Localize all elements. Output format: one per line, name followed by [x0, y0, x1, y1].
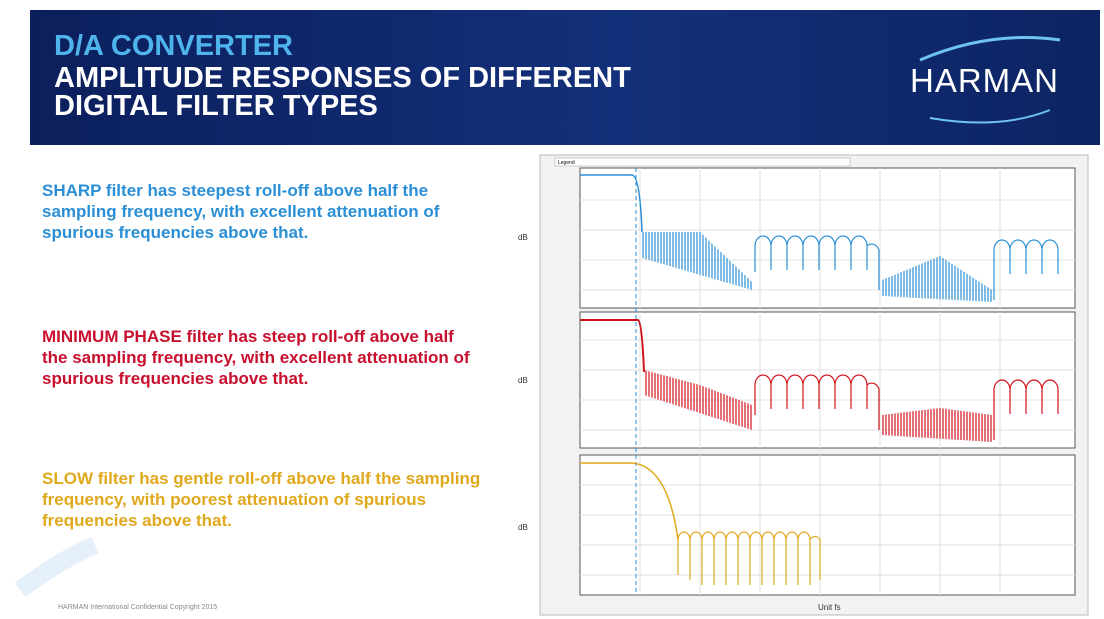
header-bar [30, 10, 1100, 145]
legend-title: Legend [558, 160, 575, 166]
paragraph: SLOW filter has gentle roll-off above ha… [42, 469, 481, 530]
footer: HARMAN International Confidential Copyri… [58, 604, 218, 611]
logo-arc [919, 36, 1061, 62]
curve [993, 239, 1059, 300]
panel [579, 167, 1076, 309]
y-axis-label: dB [518, 376, 528, 385]
logo: HARMAN [910, 62, 1060, 99]
curve [580, 174, 643, 233]
y-axis-label: dB [518, 233, 528, 242]
grid [580, 168, 1075, 595]
curve [882, 256, 992, 302]
paragraph: SHARP filter has steepest roll-off above… [42, 181, 440, 242]
logo-arc [929, 109, 1051, 124]
y-axis-label: dB [518, 523, 528, 532]
curve [677, 531, 821, 585]
curve [754, 374, 880, 430]
curve [580, 319, 645, 373]
curve [754, 235, 880, 290]
curve [993, 379, 1059, 440]
panels [579, 167, 1076, 596]
title: AMPLITUDE RESPONSES OF DIFFERENT DIGITAL … [54, 62, 834, 122]
legend [554, 157, 851, 167]
panel [579, 454, 1076, 596]
title-line: DIGITAL FILTER TYPES [54, 90, 378, 122]
paragraph: MINIMUM PHASE filter has steep roll-off … [42, 327, 470, 388]
subtitle: D/A CONVERTER [54, 30, 293, 62]
curve [882, 408, 992, 442]
swoosh [14, 536, 99, 598]
curve [642, 232, 752, 290]
curve [580, 462, 679, 541]
curve [644, 370, 752, 430]
x-axis-label: Unit fs [818, 603, 841, 612]
title-line: AMPLITUDE RESPONSES OF DIFFERENT [54, 62, 631, 94]
